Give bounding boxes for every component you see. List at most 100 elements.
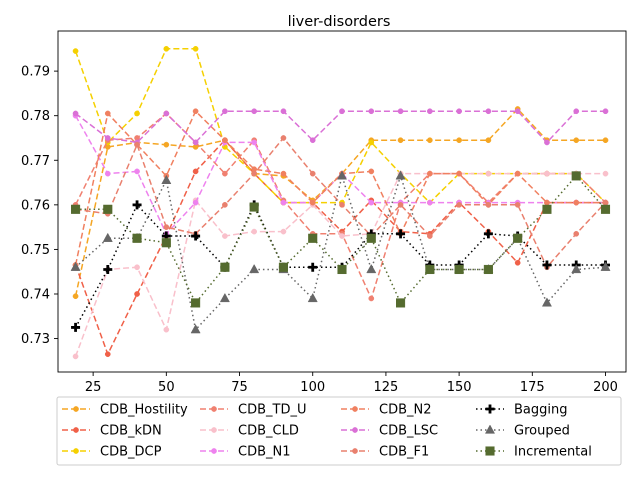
legend-marker (73, 448, 79, 454)
data-point-cdb-lsc (163, 110, 170, 117)
data-point-cdb-f1 (485, 201, 492, 208)
data-point-grouped (395, 170, 406, 180)
data-point-bagging (483, 229, 493, 239)
legend-marker (352, 427, 358, 433)
data-point-incremental (132, 233, 142, 243)
legend-item-cdb-kdn: CDB_kDN (62, 424, 162, 439)
data-point-cdb-f1 (280, 135, 287, 141)
data-point-cdb-lsc (104, 135, 111, 141)
data-point-cdb-cld (72, 353, 79, 360)
y-tick-label: 0.74 (21, 287, 50, 302)
data-point-incremental (278, 262, 288, 272)
series-line-cdb-lsc (75, 110, 606, 144)
data-point-cdb-n2 (456, 170, 462, 177)
series-cdb-f1 (72, 135, 609, 271)
data-point-cdb-cld (544, 170, 550, 177)
data-point-cdb-lsc (514, 108, 521, 115)
data-point-cdb-hostility (426, 137, 433, 144)
legend-item-cdb-cld: CDB_CLD (200, 424, 299, 439)
data-point-cdb-dcp (134, 110, 140, 117)
legend-item-bagging: Bagging (476, 403, 568, 418)
plot-frame (57, 30, 627, 373)
data-point-cdb-cld (163, 326, 170, 333)
data-point-incremental (396, 298, 406, 308)
legend-label: CDB_DCP (100, 445, 162, 460)
data-point-grouped (600, 261, 611, 271)
legend-label: CDB_TD_U (238, 403, 306, 418)
data-point-cdb-kdn (134, 291, 140, 297)
legend-frame (56, 396, 622, 466)
x-tick-label: 125 (374, 380, 399, 395)
legend-item-cdb-td-u: CDB_TD_U (200, 403, 306, 418)
data-point-incremental (600, 204, 611, 214)
data-point-incremental (249, 202, 259, 212)
data-point-cdb-dcp (192, 45, 199, 52)
data-point-cdb-n1 (134, 168, 140, 175)
data-point-bagging (542, 260, 552, 270)
data-point-incremental (513, 233, 523, 243)
data-point-cdb-lsc (222, 108, 228, 115)
chart-title: liver-disorders (288, 14, 391, 30)
data-point-cdb-n2 (222, 137, 228, 144)
data-point-incremental (103, 204, 113, 214)
legend-marker (211, 427, 217, 433)
data-point-cdb-hostility (163, 141, 170, 148)
data-point-cdb-lsc (573, 108, 580, 115)
legend-item-cdb-n1: CDB_N1 (200, 445, 291, 460)
data-point-grouped (541, 297, 552, 307)
data-point-cdb-kdn (192, 168, 199, 175)
x-tick-label: 50 (158, 380, 175, 395)
legend-marker (485, 446, 495, 456)
legend-label: CDB_N2 (379, 403, 432, 418)
data-point-cdb-hostility (397, 137, 404, 144)
data-point-cdb-n1 (368, 199, 375, 206)
data-point-incremental (571, 171, 581, 181)
legend-item-cdb-f1: CDB_F1 (341, 445, 429, 460)
x-tick-label: 150 (447, 380, 472, 395)
data-point-cdb-hostility (72, 293, 79, 300)
data-point-incremental (366, 233, 376, 243)
legend-label: Bagging (514, 403, 568, 418)
data-point-cdb-hostility (602, 137, 609, 144)
legend-item-incremental: Incremental (476, 445, 592, 460)
data-point-cdb-f1 (309, 170, 316, 177)
data-point-cdb-lsc (309, 137, 316, 144)
data-point-incremental (542, 204, 552, 214)
data-point-cdb-n2 (192, 108, 199, 115)
data-point-cdb-hostility (456, 137, 462, 144)
data-point-cdb-f1 (514, 201, 521, 208)
data-point-bagging (71, 322, 81, 332)
data-point-grouped (336, 170, 348, 180)
data-point-cdb-kdn (514, 259, 521, 266)
data-point-cdb-n1 (426, 199, 433, 206)
data-point-cdb-dcp (72, 48, 79, 54)
data-point-cdb-n2 (573, 199, 580, 206)
y-tick-label: 0.77 (21, 154, 50, 169)
data-point-grouped (161, 174, 172, 184)
data-point-bagging (191, 231, 201, 241)
legend-label: CDB_N1 (238, 445, 291, 460)
data-point-cdb-f1 (397, 201, 404, 208)
data-point-cdb-f1 (456, 201, 462, 208)
series-grouped (70, 170, 611, 334)
legend-label: CDB_Hostility (100, 403, 188, 418)
y-tick-label: 0.78 (21, 109, 50, 124)
data-point-cdb-lsc (192, 139, 199, 146)
y-tick-label: 0.76 (21, 198, 50, 213)
data-point-cdb-n2 (514, 170, 521, 177)
legend-marker (352, 448, 358, 454)
data-point-cdb-n1 (280, 199, 287, 206)
data-point-cdb-f1 (251, 170, 258, 177)
data-point-grouped (102, 232, 113, 242)
data-point-incremental (308, 233, 318, 243)
data-point-grouped (571, 263, 582, 274)
data-point-incremental (161, 238, 171, 248)
data-point-cdb-lsc (544, 139, 550, 146)
data-point-cdb-f1 (573, 230, 580, 237)
data-point-cdb-f1 (602, 199, 609, 206)
legend-item-cdb-n2: CDB_N2 (341, 403, 432, 418)
data-point-cdb-lsc (397, 108, 404, 115)
data-point-cdb-lsc (251, 108, 258, 115)
data-point-cdb-n2 (280, 170, 287, 177)
data-point-cdb-f1 (426, 233, 433, 239)
